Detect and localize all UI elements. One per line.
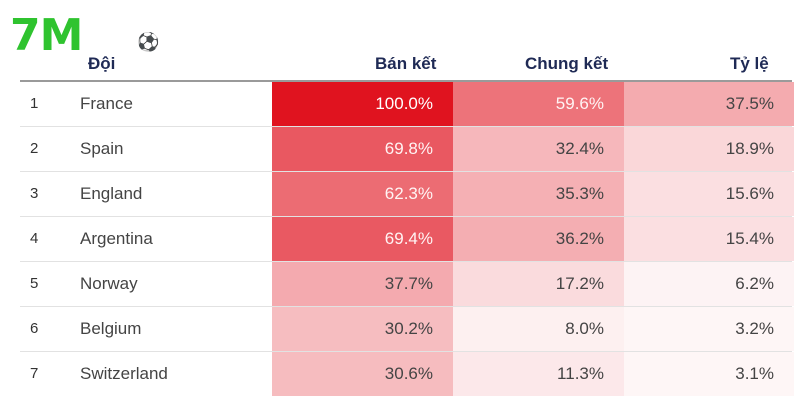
rank-cell: 4	[30, 230, 39, 247]
winner-cell: 15.6%	[624, 172, 794, 216]
header-semifinal: Bán kết	[375, 54, 437, 73]
semifinal-cell: 100.0%	[272, 82, 453, 126]
team-name-cell: England	[80, 184, 143, 203]
semifinal-cell: 30.6%	[272, 352, 453, 396]
team-name-cell: Switzerland	[80, 364, 168, 383]
rank-cell: 6	[30, 320, 39, 337]
final-cell: 35.3%	[453, 172, 624, 216]
header-winner: Tỷ lệ	[730, 54, 769, 73]
soccer-ball-icon: ⚽	[137, 32, 160, 53]
semifinal-cell: 37.7%	[272, 262, 453, 306]
header-team: Đội	[88, 54, 116, 73]
table-row: 2 Spain 69.8% 32.4% 18.9%	[20, 127, 794, 172]
table-row: 3 England 62.3% 35.3% 15.6%	[20, 172, 794, 217]
winner-cell: 18.9%	[624, 127, 794, 171]
semifinal-cell: 30.2%	[272, 307, 453, 351]
team-name-cell: Argentina	[80, 229, 153, 248]
table-row: 4 Argentina 69.4% 36.2% 15.4%	[20, 217, 794, 262]
semifinal-cell: 69.4%	[272, 217, 453, 261]
semifinal-cell: 62.3%	[272, 172, 453, 216]
table-header: Đội Bán kết Chung kết Tỷ lệ	[20, 50, 792, 82]
team-name-cell: Belgium	[80, 319, 142, 338]
table-row: 1 France 100.0% 59.6% 37.5%	[20, 82, 794, 127]
final-cell: 8.0%	[453, 307, 624, 351]
rank-cell: 3	[30, 185, 39, 202]
winner-cell: 3.1%	[624, 352, 794, 396]
team-name-cell: Norway	[80, 274, 138, 293]
final-cell: 36.2%	[453, 217, 624, 261]
rank-cell: 5	[30, 275, 39, 292]
table-row: 5 Norway 37.7% 17.2% 6.2%	[20, 262, 794, 307]
header-final: Chung kết	[525, 54, 609, 73]
rank-cell: 1	[30, 95, 39, 112]
rank-cell: 7	[30, 365, 39, 382]
winner-cell: 3.2%	[624, 307, 794, 351]
team-name-cell: France	[80, 94, 133, 113]
table-row: 7 Switzerland 30.6% 11.3% 3.1%	[20, 352, 794, 396]
final-cell: 59.6%	[453, 82, 624, 126]
rank-cell: 2	[30, 140, 39, 157]
winner-cell: 15.4%	[624, 217, 794, 261]
final-cell: 11.3%	[453, 352, 624, 396]
table-row: 6 Belgium 30.2% 8.0% 3.2%	[20, 307, 794, 352]
final-cell: 17.2%	[453, 262, 624, 306]
probability-table: Đội Bán kết Chung kết Tỷ lệ 1 France 100.0…	[20, 50, 794, 396]
final-cell: 32.4%	[453, 127, 624, 171]
table-body: 1 France 100.0% 59.6% 37.5% 2 Spain 69.8% 32.4% 1…	[20, 82, 794, 396]
winner-cell: 37.5%	[624, 82, 794, 126]
logo-7m: 7M	[10, 10, 83, 61]
semifinal-cell: 69.8%	[272, 127, 453, 171]
winner-cell: 6.2%	[624, 262, 794, 306]
team-name-cell: Spain	[80, 139, 124, 158]
